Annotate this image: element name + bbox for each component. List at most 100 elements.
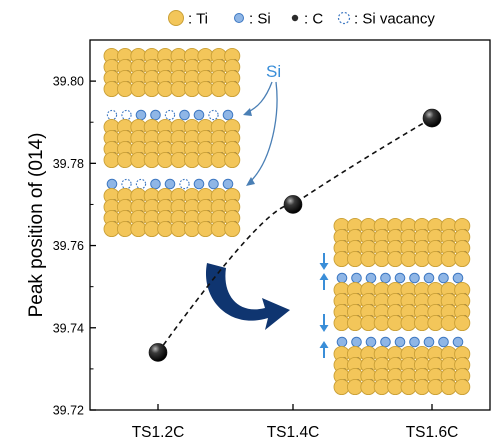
ti-atom — [427, 378, 444, 396]
si-atom — [164, 178, 176, 190]
si-vacancy — [106, 109, 118, 121]
ti-atom — [103, 151, 120, 169]
si-atom — [452, 272, 464, 284]
ti-atom — [103, 220, 120, 238]
si-annotation-label: Si — [266, 62, 281, 81]
data-point — [148, 343, 168, 362]
ti-atom — [170, 80, 187, 98]
si-atom — [380, 336, 391, 348]
ti-atom — [333, 378, 350, 396]
ti-atom — [224, 220, 241, 238]
y-axis-title: Peak position of (014) — [26, 133, 47, 318]
x-tick-label: TS1.6C — [406, 424, 459, 441]
si-atom — [365, 272, 377, 284]
ti-atom — [360, 250, 377, 268]
si-vacancy — [121, 109, 132, 121]
si-atom — [394, 336, 406, 348]
ti-atom — [400, 250, 417, 268]
si-atom — [351, 336, 362, 348]
ti-atom — [130, 151, 147, 169]
si-atom — [423, 336, 435, 348]
si-atom — [351, 272, 362, 284]
ti-atom — [400, 378, 417, 396]
compression-arrow-head — [319, 325, 329, 332]
ti-atom — [427, 314, 444, 332]
ti-atom — [387, 378, 404, 396]
si-atom — [336, 336, 348, 348]
ti-atom — [360, 378, 377, 396]
si-atom-icon — [234, 13, 244, 23]
ti-atom — [157, 220, 174, 238]
si-atom — [193, 178, 205, 190]
si-atom — [222, 109, 234, 121]
legend-label-vacancy: : Si vacancy — [354, 11, 435, 28]
ti-atom — [170, 220, 187, 238]
si-atom — [150, 109, 161, 121]
si-arrow-head-upper — [243, 108, 252, 116]
legend-item-ti: : Ti — [168, 10, 208, 28]
ti-atom — [210, 220, 227, 238]
ti-atom — [130, 80, 147, 98]
curved-transition-arrow — [205, 263, 290, 330]
si-atom — [135, 109, 147, 121]
ti-atom — [413, 250, 431, 268]
si-atom — [438, 272, 449, 284]
ti-atom — [116, 220, 134, 238]
ti-atom — [197, 151, 214, 169]
ti-atom — [143, 151, 160, 169]
ti-atom — [183, 80, 201, 98]
y-tick-label: 39.76 — [53, 239, 84, 253]
legend-item-vacancy: : Si vacancy — [337, 11, 435, 28]
ti-atom — [210, 151, 227, 169]
crystal-structure-bottom-right — [319, 217, 471, 396]
ti-atom — [197, 80, 214, 98]
compression-arrow-head — [319, 273, 329, 280]
compression-arrow-head — [319, 263, 329, 270]
ti-atom — [130, 220, 147, 238]
ti-atom — [440, 314, 457, 332]
legend: : Ti : Si : C : Si vacancy — [168, 10, 435, 28]
si-atom — [208, 178, 219, 190]
ti-atom — [346, 314, 364, 332]
legend-item-c: : C — [291, 11, 323, 28]
data-point — [283, 195, 303, 214]
ti-atom — [143, 80, 160, 98]
data-points — [148, 108, 442, 362]
ti-atom — [346, 378, 364, 396]
ti-atom — [116, 80, 134, 98]
ti-atom — [183, 220, 201, 238]
ti-atom — [360, 314, 377, 332]
ti-atom — [103, 80, 120, 98]
ti-atom — [157, 151, 174, 169]
ti-atom — [387, 314, 404, 332]
si-vacancy — [179, 178, 190, 190]
si-atom — [380, 272, 391, 284]
si-vacancy — [135, 178, 147, 190]
si-vacancy — [164, 109, 176, 121]
ti-atom — [427, 250, 444, 268]
ti-atom — [454, 378, 471, 396]
ti-atom — [157, 80, 174, 98]
y-tick-label: 39.74 — [53, 321, 84, 335]
ti-atom — [373, 250, 390, 268]
ti-atom — [346, 250, 364, 268]
si-vacancy-icon — [337, 11, 351, 25]
ti-atom — [373, 314, 390, 332]
crystal-structure-top-left — [103, 47, 241, 238]
ti-atom — [170, 151, 187, 169]
ti-atom — [373, 378, 390, 396]
x-axis: TS1.2C TS1.4C TS1.6C — [132, 404, 459, 441]
si-atom — [452, 336, 464, 348]
legend-label-si: : Si — [249, 11, 271, 28]
ti-atom — [116, 151, 134, 169]
ti-atom — [333, 250, 350, 268]
si-atom — [409, 272, 420, 284]
plot-frame — [89, 39, 491, 411]
compression-arrow-head — [319, 341, 329, 348]
ti-atom — [224, 80, 241, 98]
ti-atom — [454, 314, 471, 332]
c-atom-icon — [291, 14, 299, 22]
si-atom — [438, 336, 449, 348]
x-tick-label: TS1.2C — [132, 424, 185, 441]
